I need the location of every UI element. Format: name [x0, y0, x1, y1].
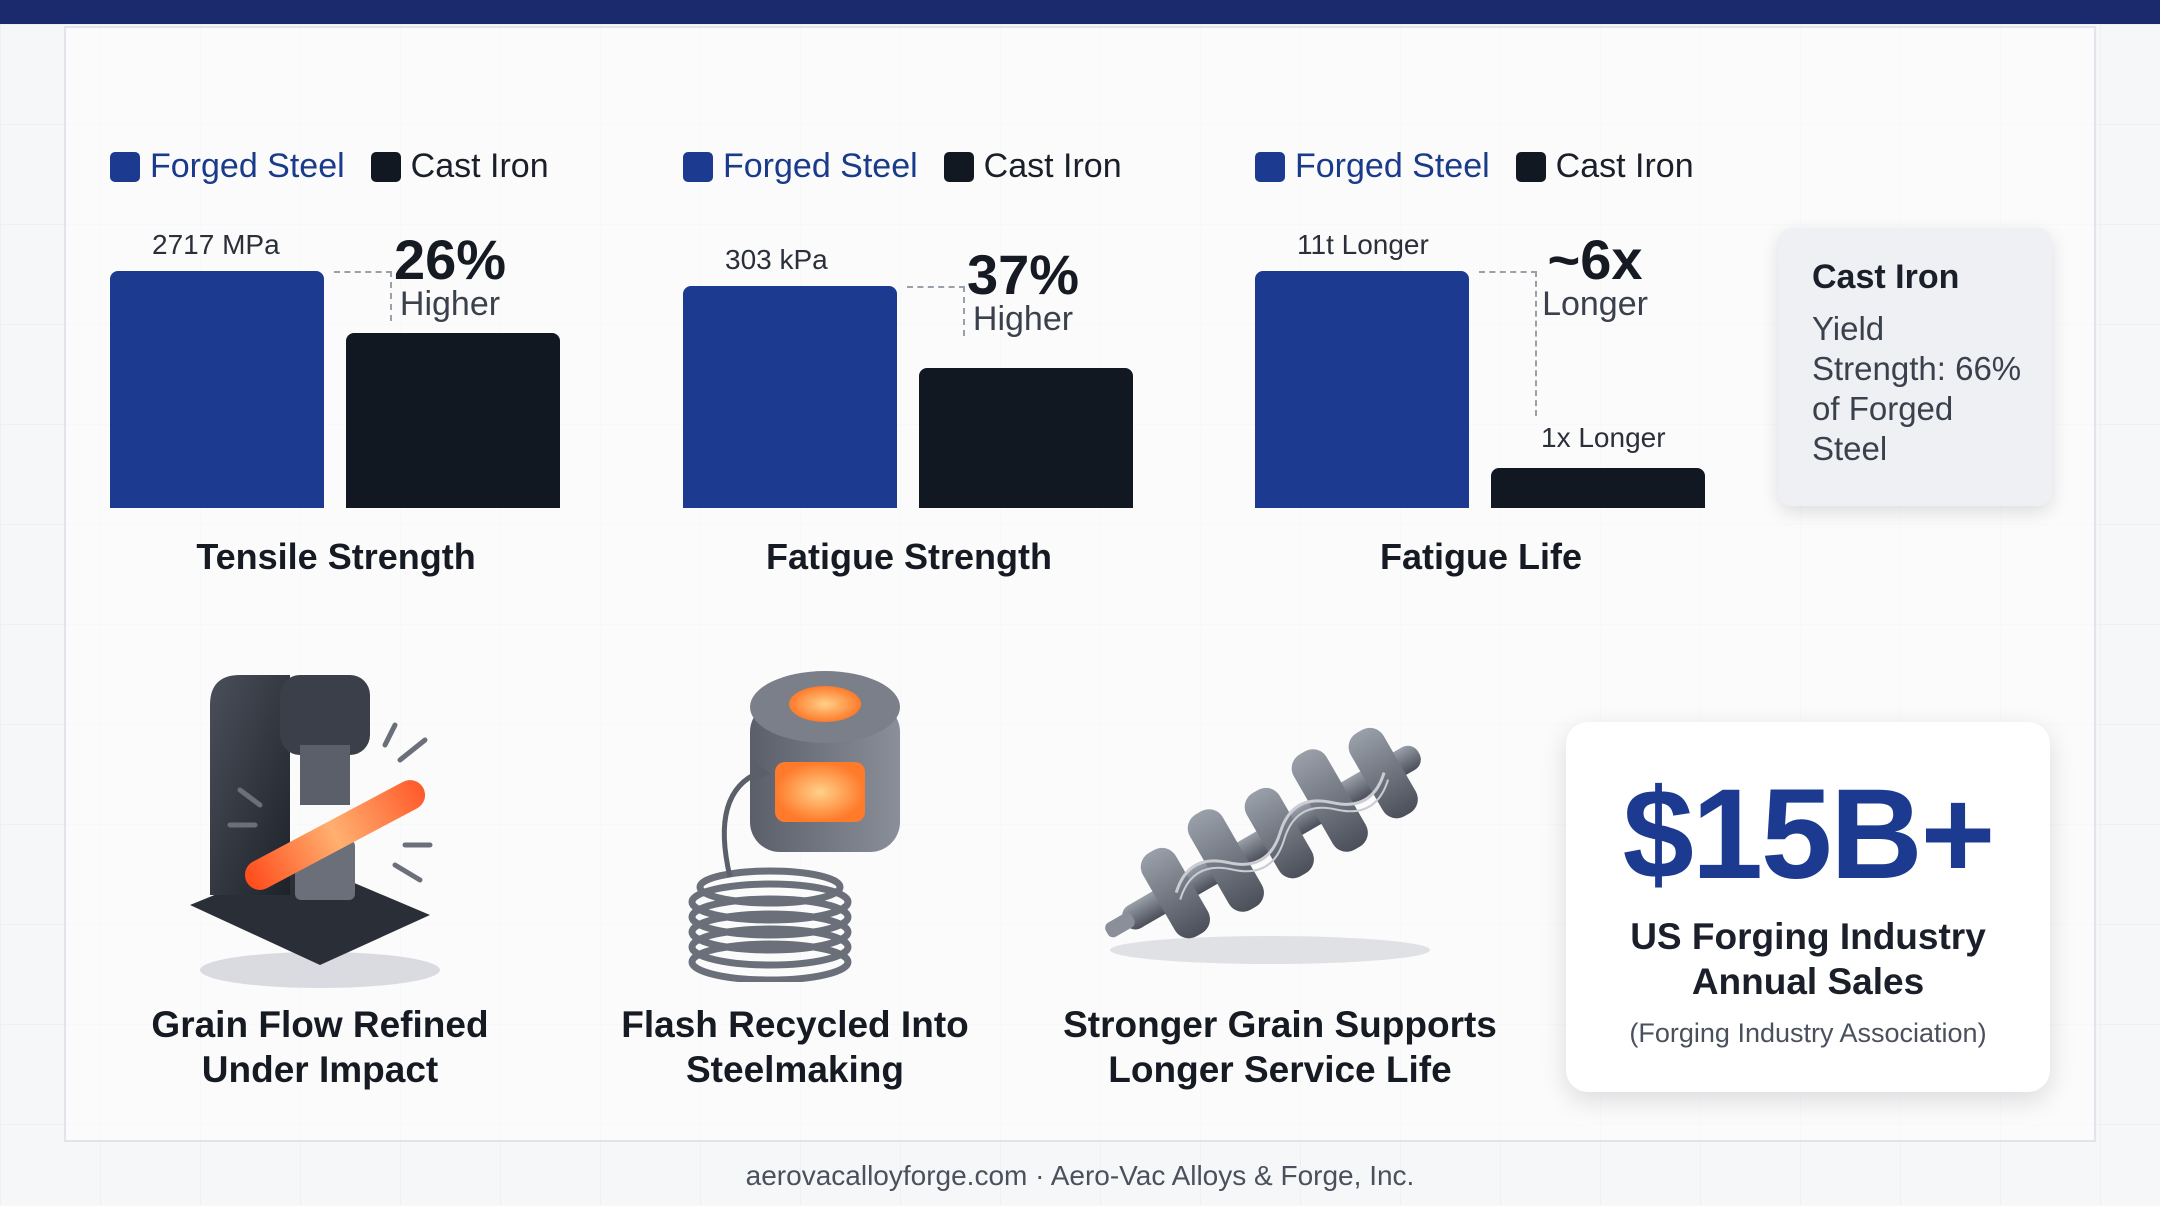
feature-service-life: Stronger Grain Supports Longer Service L…: [1030, 1002, 1530, 1092]
chart-legend: Forged Steel Cast Iron: [683, 147, 1122, 186]
bar-cast-iron: [346, 333, 560, 508]
feature-label-line1: Flash Recycled Into: [621, 1004, 969, 1045]
feature-grain-flow: Grain Flow Refined Under Impact: [120, 1002, 520, 1092]
data-label-forged-steel: 303 kPa: [725, 244, 828, 275]
note-body: Yield Strength: 66% of Forged Steel: [1812, 310, 2022, 467]
comparison-callout-value: 37%: [966, 243, 1080, 306]
feature-label-line2: Steelmaking: [686, 1049, 904, 1090]
comparison-connector-vertical: [1535, 271, 1537, 416]
comparison-connector-vertical: [390, 271, 392, 321]
forging-press-icon: [190, 675, 440, 988]
comparison-callout-text: Longer: [1542, 285, 1648, 323]
crankshaft-icon: [1105, 727, 1430, 964]
legend-label-cast-iron: Cast Iron: [410, 147, 549, 185]
feature-label-line1: Stronger Grain Supports: [1063, 1004, 1497, 1045]
comparison-callout-text: Higher: [399, 285, 501, 323]
bar-forged-steel: [110, 271, 324, 508]
feature-flash-recycled: Flash Recycled Into Steelmaking: [595, 1002, 995, 1092]
data-label-forged-steel: 11t Longer: [1297, 229, 1429, 260]
sales-label-line1: US Forging Industry: [1630, 916, 1986, 957]
comparison-connector-vertical: [963, 286, 965, 336]
legend-label-forged-steel: Forged Steel: [150, 147, 345, 185]
sales-source: (Forging Industry Association): [1629, 1018, 1987, 1048]
chart-title: Fatigue Strength: [766, 536, 1052, 577]
legend-label-forged-steel: Forged Steel: [723, 147, 918, 185]
legend-label-cast-iron: Cast Iron: [1555, 147, 1694, 185]
legend-swatch-forged-steel: [1255, 151, 1285, 182]
feature-label-line2: Under Impact: [201, 1049, 439, 1090]
bar-cast-iron: [1491, 468, 1705, 508]
bar-forged-steel: [1255, 271, 1469, 508]
bar-forged-steel: [683, 286, 897, 508]
legend-label-forged-steel: Forged Steel: [1295, 147, 1490, 185]
note-title: Cast Iron: [1812, 258, 1960, 296]
comparison-connector-horizontal: [334, 271, 392, 273]
recycle-coil-icon: [688, 671, 900, 982]
sales-label-line2: Annual Sales: [1691, 961, 1925, 1002]
sales-value: $15B+: [1622, 763, 1996, 906]
comparison-callout-value: ~6x: [1547, 228, 1643, 291]
chart-legend: Forged Steel Cast Iron: [110, 147, 549, 186]
comparison-callout-text: Higher: [972, 300, 1074, 338]
footer-credit: aerovacalloyforge.com · Aero-Vac Alloys …: [745, 1160, 1415, 1191]
chart-legend: Forged Steel Cast Iron: [1255, 147, 1694, 186]
legend-swatch-cast-iron: [1515, 151, 1546, 182]
comparison-connector-horizontal: [907, 286, 965, 288]
top-accent-bar: [0, 0, 2160, 24]
legend-swatch-cast-iron: [943, 151, 974, 182]
data-label-cast-iron: 1x Longer: [1541, 422, 1666, 453]
cast-iron-note-card: Cast Iron Yield Strength: 66% of Forged …: [1778, 228, 2052, 506]
chart-title: Fatigue Life: [1379, 536, 1582, 577]
industry-sales-card: $15B+ US Forging Industry Annual Sales (…: [1566, 722, 2050, 1092]
legend-swatch-forged-steel: [683, 151, 713, 182]
bar-cast-iron: [919, 368, 1133, 508]
legend-label-cast-iron: Cast Iron: [983, 147, 1122, 185]
legend-swatch-forged-steel: [110, 151, 140, 182]
comparison-connector-horizontal: [1479, 271, 1537, 273]
comparison-callout-value: 26%: [393, 228, 507, 291]
feature-label-line2: Longer Service Life: [1108, 1049, 1452, 1090]
feature-label-line1: Grain Flow Refined: [151, 1004, 489, 1045]
legend-swatch-cast-iron: [370, 151, 401, 182]
chart-title: Tensile Strength: [196, 536, 476, 577]
data-label-forged-steel: 2717 MPa: [152, 229, 280, 260]
